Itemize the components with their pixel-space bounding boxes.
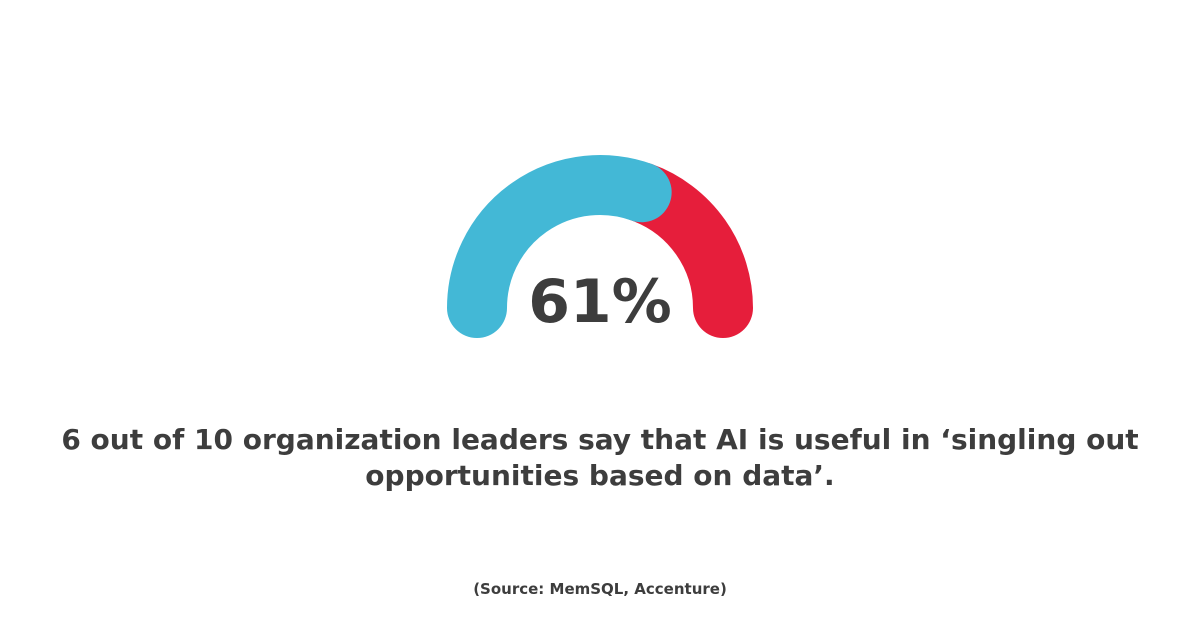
gauge-value-label: 61% (528, 267, 672, 337)
source-citation: (Source: MemSQL, Accenture) (473, 580, 727, 598)
gauge-value-segment (447, 155, 672, 338)
statement-text: 6 out of 10 organization leaders say tha… (40, 422, 1160, 494)
statement-line-1: 6 out of 10 organization leaders say tha… (61, 423, 1139, 456)
statement-line-2: opportunities based on data’. (365, 459, 835, 492)
